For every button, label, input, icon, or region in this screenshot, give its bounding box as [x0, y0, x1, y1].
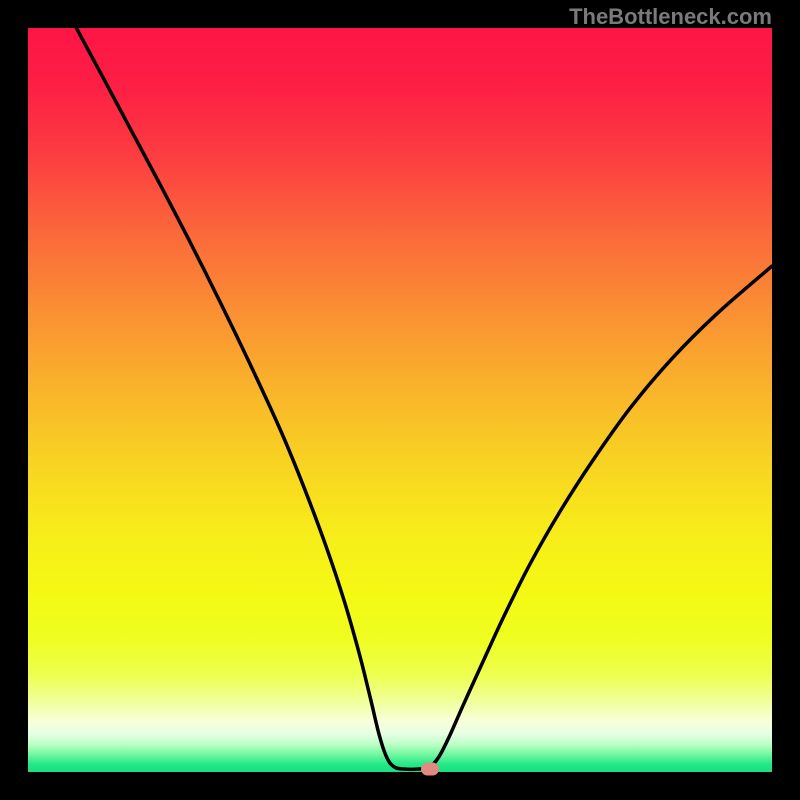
watermark-text: TheBottleneck.com: [569, 4, 772, 30]
bottleneck-curve: [28, 28, 772, 772]
chart-frame: [28, 28, 772, 772]
minimum-marker: [421, 763, 439, 776]
